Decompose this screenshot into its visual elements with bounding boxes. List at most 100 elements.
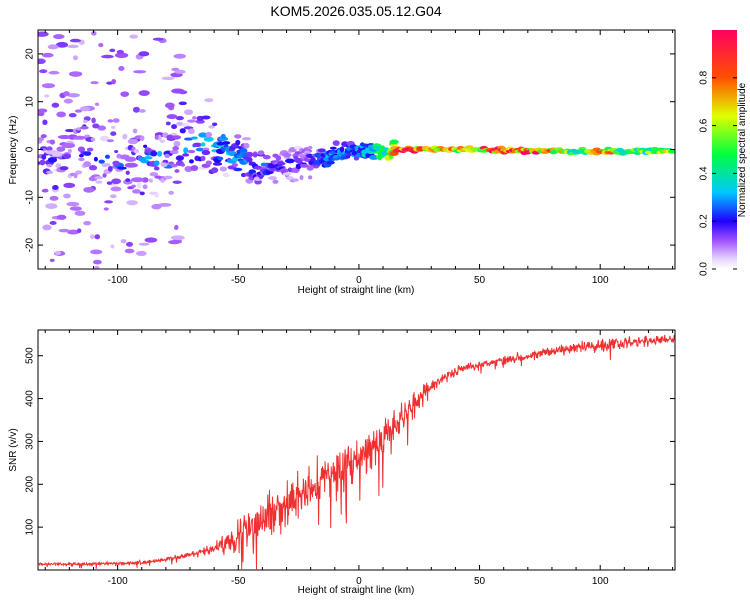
spectrogram-cell	[208, 125, 216, 129]
spectrogram-cell	[233, 167, 243, 172]
spectrogram-noise-cell	[152, 37, 164, 41]
spectrogram-noise-cell	[82, 119, 88, 124]
spectrogram-cell	[174, 169, 180, 173]
snr-x-tick-label: 0	[356, 576, 362, 587]
snr-x-ticks: -100 -50 0 50 100	[44, 330, 674, 587]
spectrogram-cell	[211, 122, 218, 126]
spectrogram-cell	[88, 165, 98, 171]
spectrogram-cell	[275, 155, 282, 161]
spectrogram-cell	[149, 172, 159, 177]
spectrogram-cell	[133, 148, 140, 154]
spectrogram-cell	[299, 175, 304, 181]
spectrogram-noise-cell	[104, 200, 113, 204]
spectrogram-cell	[47, 156, 58, 163]
spectrogram-cell	[143, 156, 153, 160]
spectrogram-cell	[252, 153, 258, 158]
spectrogram-noise-cell	[124, 156, 137, 162]
spectrogram-cell	[190, 136, 198, 140]
spectrogram-noise-cell	[38, 31, 49, 37]
spectrogram-cell	[157, 134, 162, 141]
snr-x-tick-label: 100	[592, 576, 609, 587]
spectrogram-noise-cell	[69, 38, 82, 43]
spectrogram-cell	[212, 162, 223, 166]
spectrogram-noise-cell	[126, 241, 134, 247]
spectrogram-cell	[78, 157, 85, 162]
snr-x-tick-label: -100	[108, 576, 128, 587]
spectrogram-noise-cell	[90, 234, 95, 240]
spectrogram-cell	[332, 140, 340, 146]
spectrogram-cell	[192, 116, 197, 120]
spectrogram-cell	[75, 127, 82, 131]
spectrogram-noise-cell	[93, 265, 100, 269]
spectrogram-cell	[104, 163, 111, 167]
spectrogram-cell	[220, 133, 226, 139]
spectrogram-noise-cell	[45, 203, 58, 209]
spectrogram-cell	[268, 167, 277, 172]
spectrogram-noise-cell	[79, 106, 90, 112]
spectrogram-cell	[107, 119, 114, 123]
spectrogram-cell	[143, 144, 148, 148]
spectrogram-cell	[137, 182, 142, 188]
spectrogram-noise-cell	[72, 135, 86, 140]
spectrogram-noise-cell	[38, 58, 46, 64]
spectrogram-cell	[317, 148, 326, 153]
spectrogram-noise-cell	[170, 235, 185, 241]
spectrogram-x-tick-label: -50	[231, 275, 246, 286]
colorbar: 0.0 0.2 0.4 0.6 0.8 Normalized spectral ampl…	[699, 30, 748, 276]
spectrogram-noise-cell	[63, 182, 76, 189]
spectrogram-cell	[110, 131, 117, 136]
spectrogram-cell	[125, 170, 130, 175]
spectrogram-cell	[64, 128, 75, 133]
spectrogram-cell	[312, 165, 319, 169]
spectrogram-noise-cell	[57, 134, 72, 140]
spectrogram-cell	[139, 191, 145, 196]
spectrogram-cell	[97, 125, 107, 131]
spectrogram-x-ticks: -100 -50 0 50 100	[44, 30, 674, 286]
snr-y-tick-label: 200	[25, 476, 36, 493]
spectrogram-cell	[234, 134, 242, 139]
spectrogram-noise-cell	[166, 114, 178, 120]
spectrogram-cell	[262, 154, 271, 160]
spectrogram-cell	[83, 151, 92, 156]
spectrogram-cell	[235, 139, 241, 146]
spectrogram-cell	[203, 136, 214, 142]
spectrogram-noise-cell	[114, 52, 129, 59]
spectrogram-y-label: Frequency (Hz)	[8, 116, 19, 185]
spectrogram-cell	[79, 125, 89, 130]
spectrogram-cell	[268, 176, 278, 180]
spectrogram-cell	[43, 94, 50, 98]
spectrogram-noise-cell	[151, 203, 162, 210]
spectrogram-noise-cell	[90, 249, 103, 255]
spectrogram-noise-cell	[135, 250, 147, 257]
spectrogram-cell	[257, 150, 265, 156]
spectrogram-cell	[46, 170, 54, 174]
spectrogram-noise-cell	[63, 91, 70, 97]
spectrogram-x-tick-label: 0	[356, 275, 362, 286]
spectrogram-cell	[74, 170, 83, 175]
spectrogram-cell	[164, 175, 173, 180]
spectrogram-noise-cell	[172, 146, 180, 151]
snr-x-tick-label: -50	[231, 576, 246, 587]
spectrogram-cell	[180, 163, 186, 167]
spectrogram-cell	[204, 98, 214, 103]
spectrogram-noise-cell	[67, 229, 80, 235]
snr-frame	[37, 329, 676, 571]
spectrogram-cell	[200, 155, 206, 162]
spectrogram-cells	[38, 31, 675, 269]
colorbar-ticks: 0.0 0.2 0.4 0.6 0.8	[699, 70, 737, 276]
spectrogram-noise-cell	[49, 258, 55, 263]
spectrogram-noise-cell	[51, 151, 63, 157]
spectrogram-cell	[125, 178, 131, 182]
spectrogram-cell	[282, 172, 292, 176]
spectrogram-noise-cell	[42, 188, 49, 193]
spectrogram-cell	[276, 161, 286, 166]
spectrogram-cell	[285, 158, 295, 164]
spectrogram-cell	[307, 145, 313, 150]
spectrogram-noise-cell	[83, 220, 92, 226]
spectrogram-noise-cell	[46, 163, 53, 168]
spectrogram-cell	[38, 137, 45, 142]
spectrogram-cell	[195, 147, 205, 152]
spectrogram-y-ticks: -20 -10 0 10 20	[25, 48, 675, 252]
spectrogram-cell	[68, 113, 77, 118]
spectrogram-cell	[195, 119, 205, 124]
